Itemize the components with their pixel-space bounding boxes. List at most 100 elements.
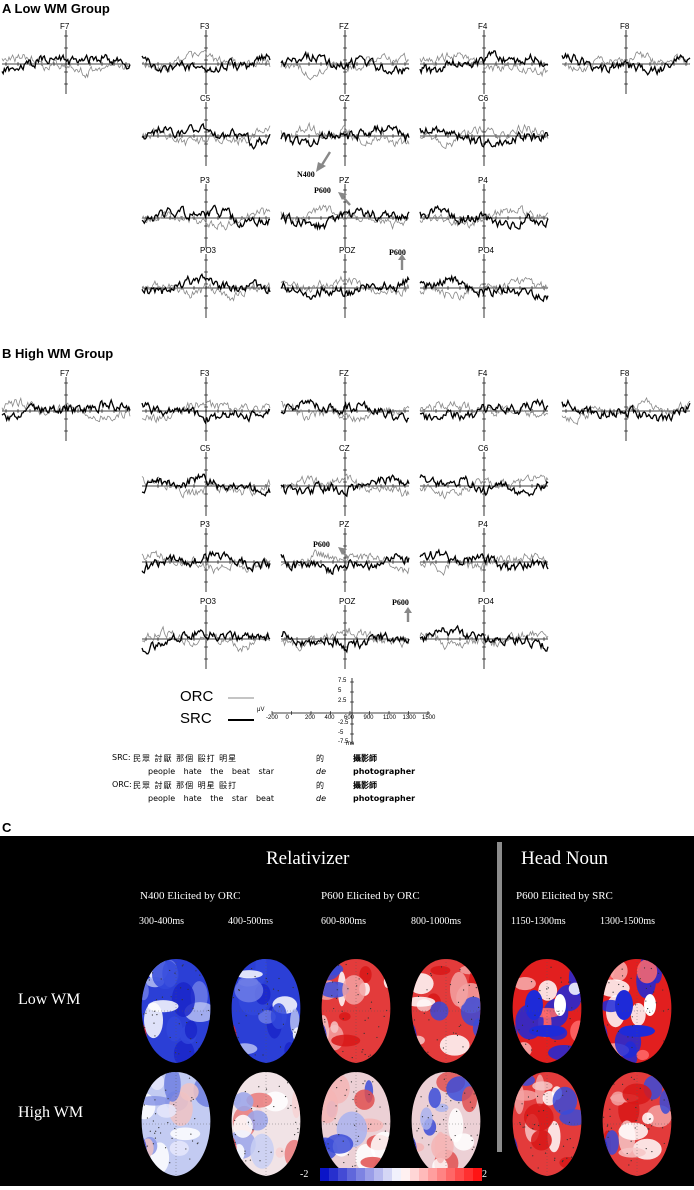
- high-orc-wave-cz: [280, 473, 410, 497]
- low-erp-c5: [141, 102, 271, 166]
- scale-y-tick-4: -5: [338, 730, 344, 736]
- low-src-wave-poz: [280, 275, 410, 300]
- low-orc-wave-cz: [280, 121, 410, 148]
- high-src-wave-p3: [141, 550, 271, 574]
- topo-low-6: [602, 959, 672, 1063]
- low-erp-po3: [141, 254, 271, 318]
- scale-x-tick-8: 1500: [422, 715, 436, 721]
- low-label-f3: F3: [200, 22, 210, 31]
- high-orc-wave-f4: [419, 400, 549, 419]
- high-erp-p4: [419, 528, 549, 592]
- relativizer-heading: Relativizer: [266, 848, 350, 869]
- high-src-wave-cz: [280, 474, 410, 498]
- low-erp-poz: [280, 254, 410, 318]
- high-src-wave-c5: [141, 472, 271, 497]
- high-erp-cz: [280, 452, 410, 516]
- low-src-wave-pz: [280, 207, 410, 231]
- low-label-f8: F8: [620, 22, 630, 31]
- low-orc-wave-pz: [280, 204, 410, 231]
- colorbar-max-label: 2: [482, 1169, 487, 1180]
- window-4: 800-1000ms: [411, 916, 461, 927]
- high-label-c5: C5: [200, 444, 211, 453]
- head-noun-heading: Head Noun: [521, 848, 609, 869]
- legend-lines: [228, 697, 254, 721]
- topo-high-2: [231, 1072, 301, 1176]
- scale-x-tick-1: 0: [285, 715, 289, 721]
- high-orc-wave-p4: [419, 552, 549, 577]
- legend-orc-label: ORC: [180, 688, 214, 705]
- low-src-wave-p4: [419, 204, 549, 231]
- topo-maps: [141, 842, 672, 1181]
- topo-low-3: [321, 959, 391, 1063]
- topo-low-1: [141, 959, 211, 1063]
- high-label-cz: CZ: [339, 444, 350, 453]
- low-orc-wave-p3: [141, 207, 271, 231]
- src-head-gloss: photographer: [353, 767, 416, 776]
- high-label-p3: P3: [200, 520, 210, 529]
- high-src-wave-poz: [280, 630, 410, 654]
- high-label-po3: PO3: [200, 597, 217, 606]
- high-label-c6: C6: [478, 444, 489, 453]
- low-erp-f8: [561, 30, 691, 94]
- low-src-wave-cz: [280, 124, 410, 148]
- low-erp-p4: [419, 184, 549, 248]
- n400-annotation: N400: [297, 170, 315, 179]
- high-label-p4: P4: [478, 520, 488, 529]
- panel-a-erp-grid: [1, 30, 691, 318]
- scale-x-tick-7: 1300: [402, 715, 416, 721]
- low-label-po3: PO3: [200, 246, 217, 255]
- scale-x-tick-6: 1100: [383, 715, 396, 721]
- low-orc-wave-po4: [419, 276, 549, 301]
- high-orc-wave-p3: [141, 550, 271, 575]
- scale-y-unit: μV: [257, 707, 265, 713]
- scale-x-tick-4: 600: [344, 715, 355, 721]
- high-orc-wave-f7: [1, 396, 131, 423]
- topo-high-5: [512, 1072, 582, 1176]
- high-src-wave-pz: [280, 552, 410, 576]
- high-src-wave-c6: [419, 473, 549, 497]
- orc-label: ORC:: [112, 780, 132, 789]
- topo-high-4: [411, 1072, 481, 1176]
- scale-x-unit: ms: [346, 741, 354, 747]
- low-label-c5: C5: [200, 94, 211, 103]
- low-orc-wave-c6: [419, 123, 549, 150]
- low-label-f7: F7: [60, 22, 70, 31]
- panel-b-erp-grid: [1, 377, 691, 669]
- scale-y-tick-0: 7.5: [338, 678, 347, 684]
- low-erp-f3: [141, 30, 271, 94]
- high-erp-f4: [419, 377, 549, 441]
- scale-y-tick-1: 5: [338, 688, 342, 694]
- low-src-wave-f8: [561, 51, 691, 77]
- high-erp-c5: [141, 452, 271, 516]
- low-src-wave-po3: [141, 272, 271, 295]
- high-label-poz: POZ: [339, 597, 356, 606]
- panel-b-title: B High WM Group: [2, 346, 114, 361]
- p600-annotation-poz-high: P600: [392, 598, 409, 607]
- topo-high-6: [602, 1072, 672, 1176]
- panel-c-letter: C: [2, 820, 12, 835]
- topo-high-3: [321, 1072, 391, 1176]
- low-orc-wave-f3: [141, 49, 271, 73]
- low-src-wave-f7: [1, 53, 131, 76]
- src-de-gloss: de: [316, 767, 326, 776]
- low-label-p4: P4: [478, 176, 488, 185]
- src-de-char: 的: [316, 754, 324, 763]
- high-erp-po3: [141, 605, 271, 669]
- scale-x-tick-0: -200: [266, 715, 279, 721]
- low-label-pz: PZ: [339, 176, 350, 185]
- low-erp-cz: [280, 102, 410, 166]
- low-src-wave-c5: [141, 122, 271, 150]
- low-label-poz: POZ: [339, 246, 356, 255]
- high-src-wave-po4: [419, 624, 549, 652]
- src-chinese: 民眾 討厭 那個 毆打 明星: [133, 754, 238, 763]
- topo-low-2: [231, 959, 301, 1063]
- low-erp-fz: [280, 30, 410, 94]
- topo-divider: [497, 842, 502, 1152]
- src-label: SRC:: [112, 753, 131, 762]
- high-orc-wave-pz: [280, 549, 410, 575]
- high-erp-poz: [280, 605, 410, 669]
- window-6: 1300-1500ms: [600, 916, 655, 927]
- high-src-wave-fz: [280, 398, 409, 424]
- high-orc-wave-po3: [141, 625, 271, 653]
